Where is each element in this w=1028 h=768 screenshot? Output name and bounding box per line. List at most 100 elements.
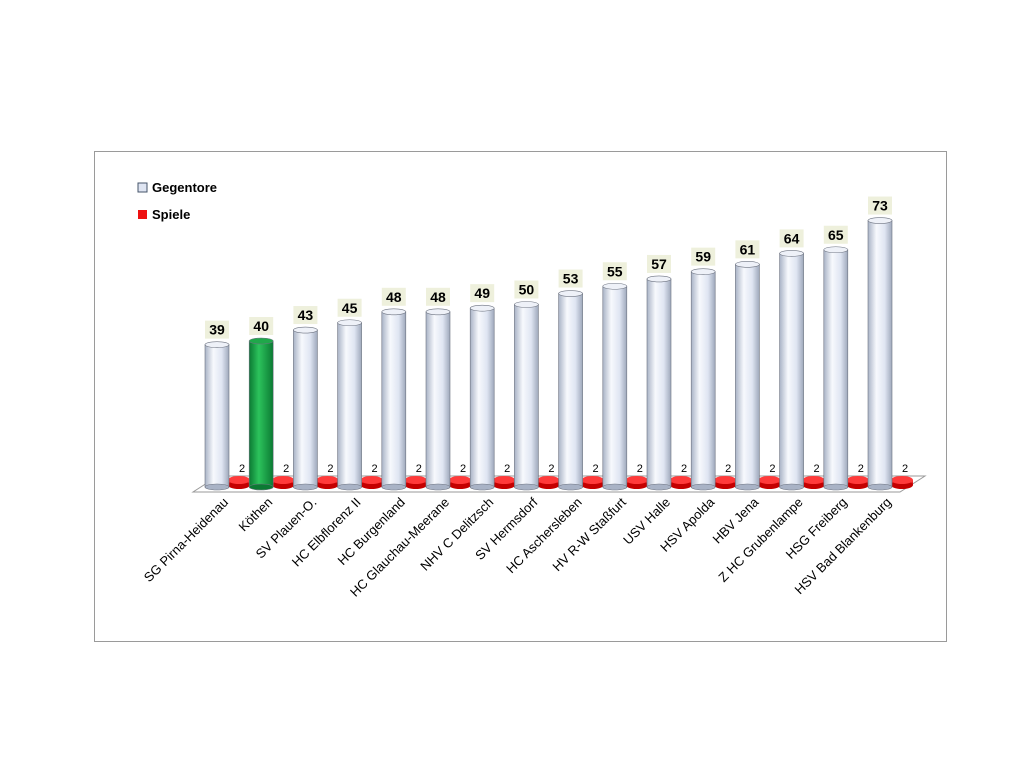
gegentore-bar-body: [823, 249, 849, 488]
gegentore-bar-bottom: [735, 483, 760, 491]
gegentore-bar: [602, 282, 628, 491]
gegentore-bar-bottom: [204, 483, 230, 491]
gegentore-bar-top: [823, 246, 849, 254]
spiele-bar: [537, 476, 560, 489]
gegentore-value-label: 53: [563, 271, 579, 287]
spiele-bar: [404, 476, 427, 489]
spiele-bar: [670, 476, 692, 489]
gegentore-bar: [425, 308, 451, 491]
spiele-bar: [493, 476, 516, 489]
legend-gegentore-swatch: [137, 182, 148, 193]
spiele-bar-top: [758, 476, 781, 484]
gegentore-bar-bottom: [293, 483, 318, 491]
spiele-bar: [891, 476, 913, 489]
value-label-bg: [558, 269, 583, 288]
gegentore-value-label: 64: [784, 230, 800, 246]
gegentore-bar-top: [779, 250, 804, 257]
spiele-value-label: 2: [548, 463, 554, 475]
spiele-bar: [581, 476, 604, 489]
gegentore-bar-top: [204, 341, 230, 348]
spiele-bar-top: [891, 476, 913, 484]
spiele-bar: [449, 476, 471, 489]
spiele-value-label: 2: [902, 463, 908, 475]
spiele-bar: [846, 476, 869, 489]
value-label-bg: [293, 306, 318, 325]
spiele-bar: [228, 476, 250, 489]
gegentore-bar-bottom: [248, 483, 274, 491]
gegentore-bar-body: [469, 307, 495, 488]
gegentore-bar-body: [204, 344, 230, 488]
gegentore-value-label: 73: [872, 198, 888, 214]
gegentore-bar: [514, 301, 539, 491]
gegentore-value-label: 39: [209, 322, 225, 338]
value-label-bg: [735, 240, 760, 259]
value-label-bg: [779, 229, 804, 248]
spiele-bar-top: [670, 476, 692, 484]
spiele-value-label: 2: [769, 463, 775, 475]
gegentore-bar-top: [337, 319, 362, 327]
spiele-value-label: 2: [593, 463, 599, 475]
gegentore-bar: [823, 246, 849, 491]
gegentore-bar: [469, 304, 495, 491]
value-label-bg: [470, 284, 495, 303]
gegentore-bar-bottom: [867, 483, 893, 491]
spiele-bar-top: [404, 476, 427, 484]
gegentore-bar-body: [602, 285, 628, 488]
gegentore-bar-top: [867, 217, 893, 224]
gegentore-bar-body: [248, 340, 274, 488]
spiele-bar-top: [537, 476, 560, 484]
spiele-value-label: 2: [858, 463, 864, 475]
gegentore-bar-body: [646, 278, 672, 488]
gegentore-bar: [558, 290, 583, 491]
spiele-value-label: 2: [681, 463, 687, 475]
gegentore-bar-top: [248, 337, 274, 345]
gegentore-bar: [337, 319, 362, 491]
value-label-bg: [337, 298, 362, 317]
value-label-bg: [647, 254, 671, 273]
gegentore-bar-body: [425, 311, 451, 488]
spiele-value-label: 2: [637, 463, 643, 475]
legend-spiele-swatch: [138, 210, 147, 219]
spiele-bar-top: [714, 476, 737, 484]
gegentore-value-label: 65: [828, 227, 844, 243]
spiele-bar-top: [625, 476, 648, 484]
gegentore-bar-top: [514, 301, 539, 308]
spiele-value-label: 2: [416, 463, 422, 475]
gegentore-bar-top: [602, 282, 628, 290]
legend-gegentore-label: Gegentore: [152, 180, 217, 195]
spiele-bar-top: [272, 476, 295, 484]
gegentore-bar-body: [293, 329, 318, 488]
gegentore-value-label: 61: [740, 241, 756, 257]
gegentore-bar: [248, 337, 274, 491]
gegentore-bar-bottom: [558, 483, 583, 491]
value-label-bg: [514, 280, 539, 299]
gegentore-bar: [779, 250, 804, 491]
gegentore-bar: [293, 326, 318, 491]
gegentore-bar-body: [381, 311, 407, 488]
gegentore-bar-bottom: [425, 483, 451, 491]
spiele-bar: [758, 476, 781, 489]
spiele-bar-top: [802, 476, 825, 484]
gegentore-bar-top: [293, 326, 318, 334]
category-label: Köthen: [236, 495, 276, 535]
gegentore-bar-bottom: [779, 483, 804, 491]
spiele-value-label: 2: [725, 463, 731, 475]
gegentore-bar-body: [735, 264, 760, 488]
gegentore-bar: [381, 308, 407, 491]
gegentore-bar-top: [469, 304, 495, 312]
spiele-bar-top: [493, 476, 516, 484]
spiele-bar: [714, 476, 737, 489]
gegentore-bar-body: [337, 322, 362, 488]
gegentore-bar-bottom: [646, 483, 672, 491]
gegentore-bar-body: [558, 293, 583, 488]
gegentore-value-label: 49: [474, 285, 490, 301]
gegentore-bar-bottom: [690, 483, 716, 491]
gegentore-bar-top: [381, 308, 407, 316]
spiele-value-label: 2: [372, 463, 378, 475]
gegentore-bar-body: [867, 220, 893, 488]
category-label: HC Aschersleben: [503, 495, 585, 577]
spiele-bar-top: [581, 476, 604, 484]
gegentore-bar-top: [425, 308, 451, 316]
value-label-bg: [381, 287, 406, 306]
